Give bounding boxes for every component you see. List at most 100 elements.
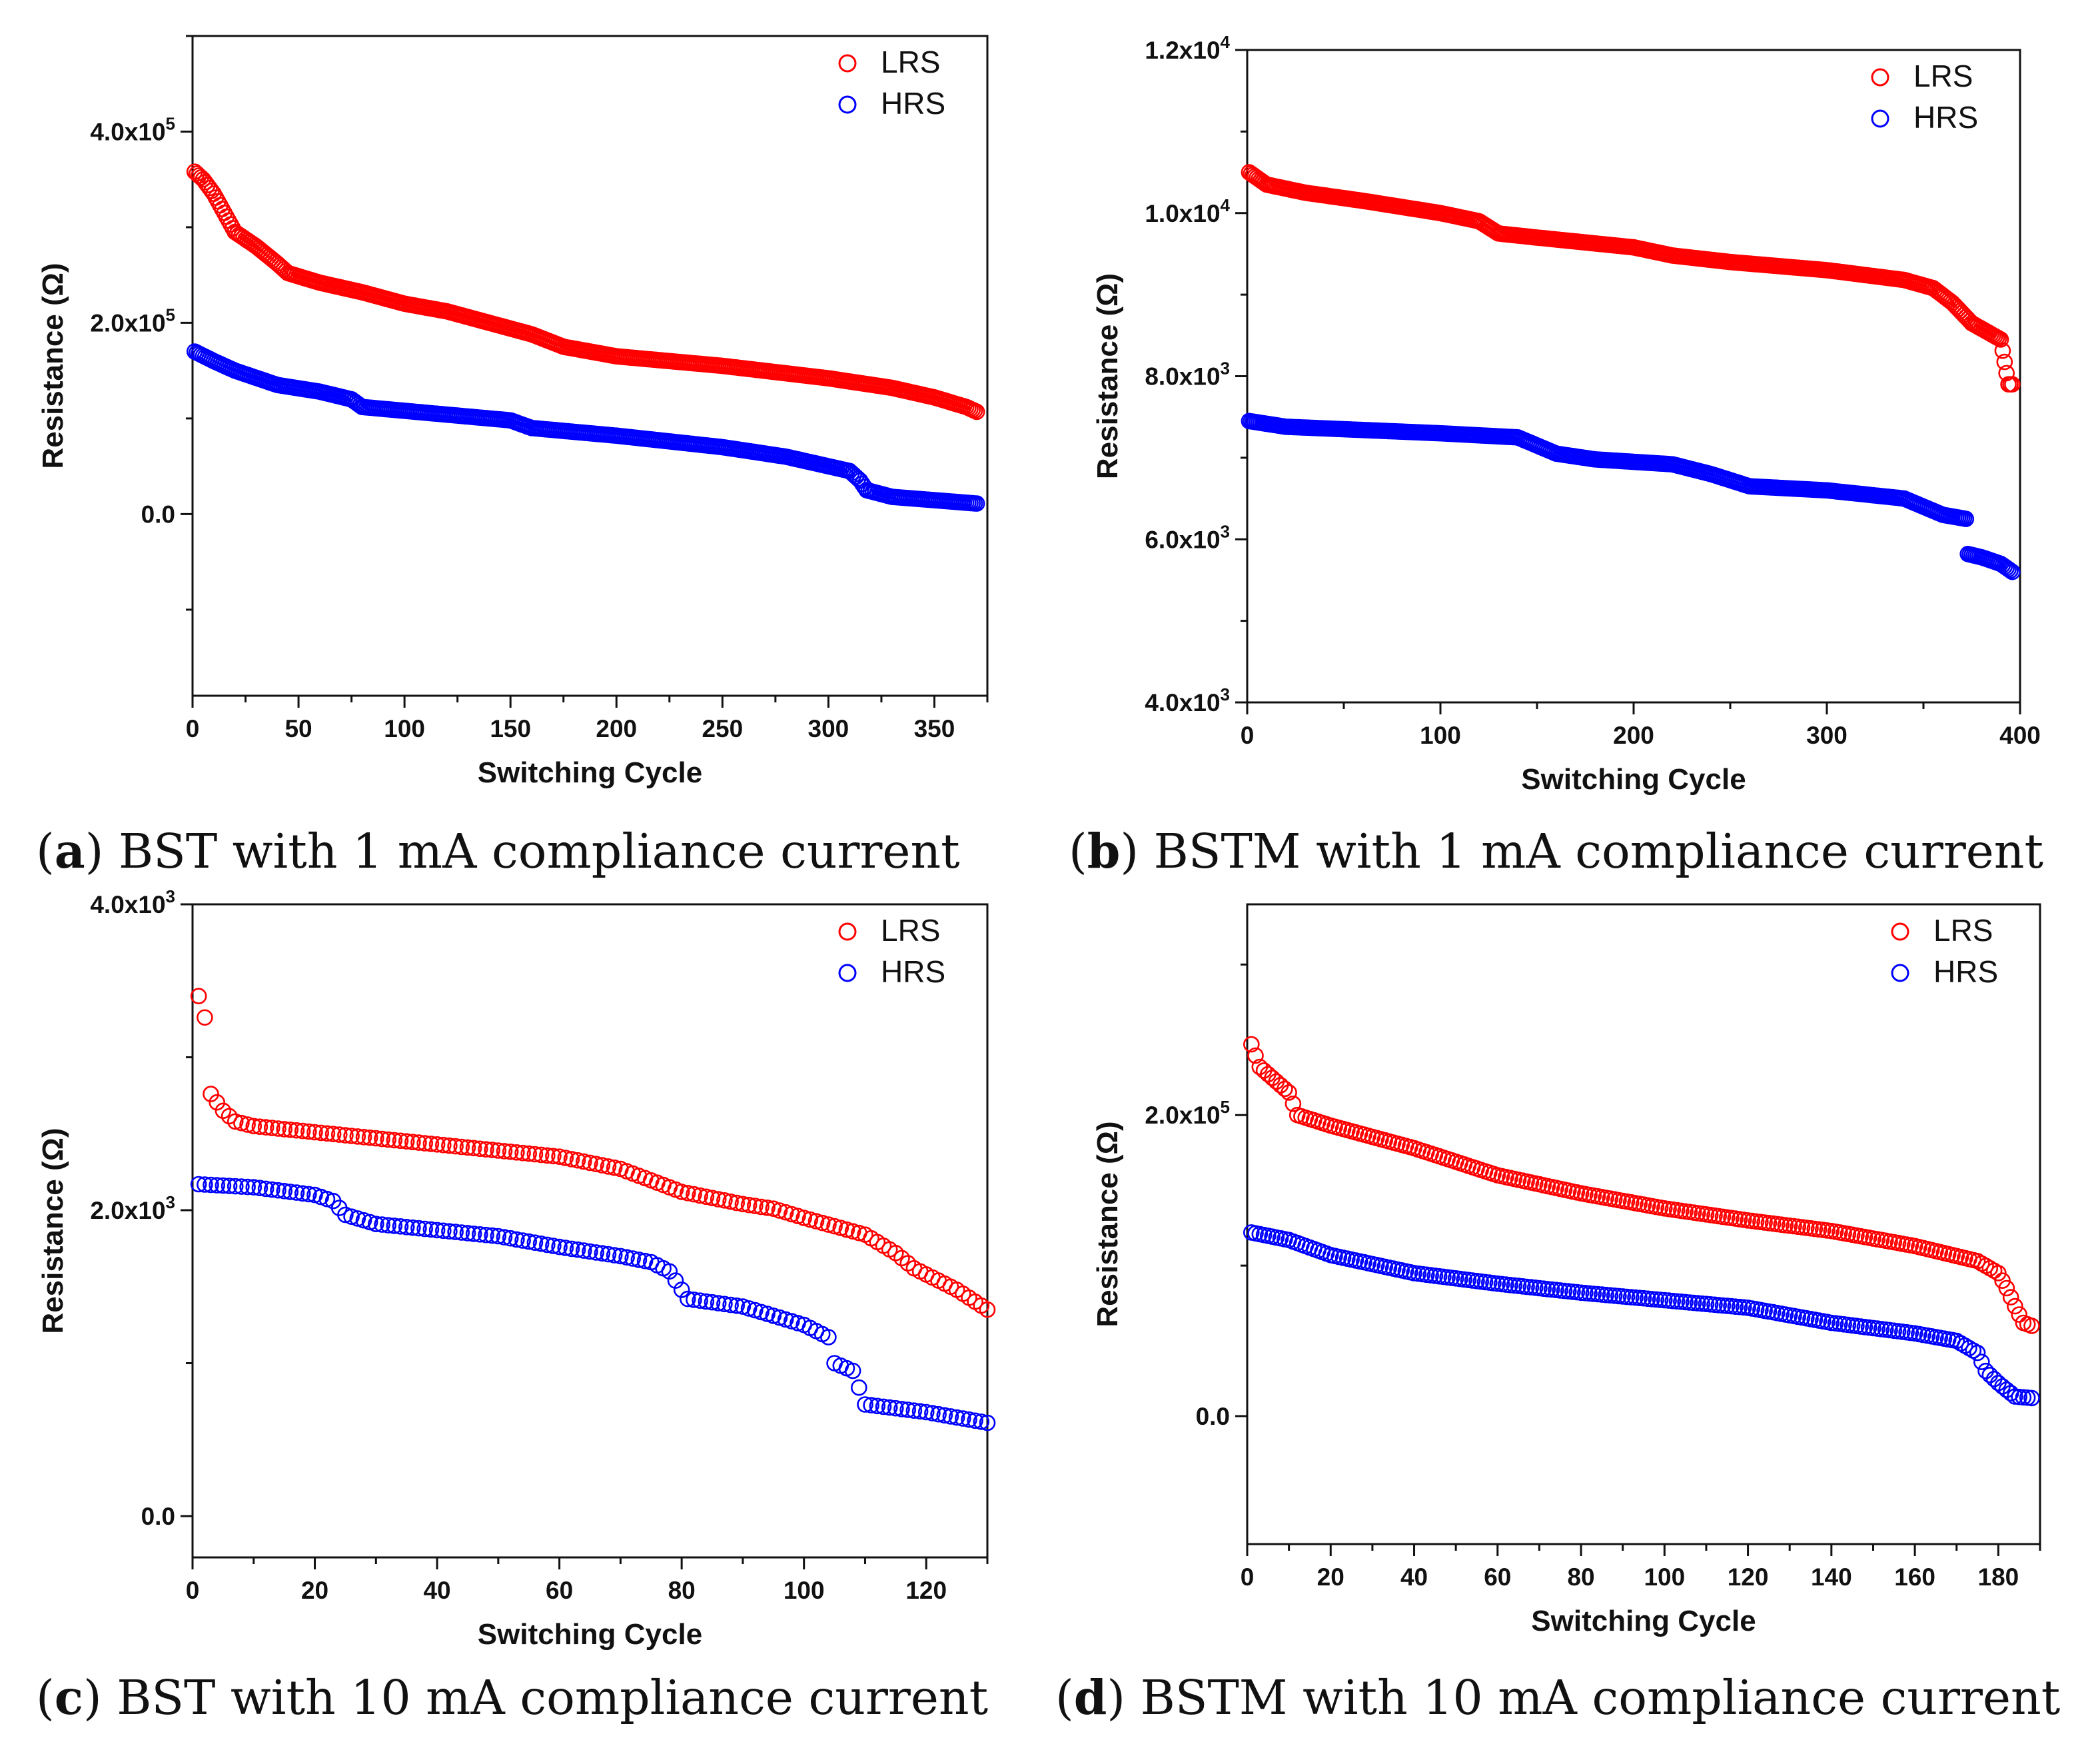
data-point-hrs	[673, 1282, 690, 1298]
data-point-lrs	[270, 1120, 286, 1137]
x-tick-label: 250	[702, 715, 743, 742]
x-tick-label: 60	[546, 1577, 573, 1604]
data-point-lrs	[416, 1135, 434, 1152]
data-point-lrs	[239, 1116, 256, 1133]
data-point-hrs	[416, 1220, 434, 1238]
data-point-hrs	[924, 1405, 941, 1421]
data-point-hrs	[728, 1298, 745, 1314]
data-point-lrs	[588, 1156, 605, 1172]
data-point-hrs	[453, 1224, 470, 1241]
data-point-hrs	[930, 1405, 947, 1423]
data-point-hrs	[380, 1217, 397, 1234]
x-tick-label: 0	[186, 715, 200, 742]
series-hrs	[186, 343, 985, 512]
x-tick-label: 80	[1567, 1563, 1594, 1591]
x-tick-label: 20	[1317, 1563, 1344, 1591]
data-point-hrs	[355, 1212, 372, 1229]
caption-c: (c) BST with 10 mA compliance current	[36, 1669, 989, 1725]
data-point-hrs	[710, 1295, 727, 1312]
data-point-lrs	[704, 1190, 721, 1206]
x-tick-label: 400	[1999, 722, 2041, 749]
data-point-lrs	[490, 1142, 507, 1159]
legend-marker-lrs	[838, 922, 857, 941]
data-point-hrs	[698, 1293, 715, 1310]
data-point-lrs	[514, 1144, 531, 1162]
data-point-hrs	[967, 1412, 983, 1429]
data-point-lrs	[422, 1136, 440, 1152]
data-point-lrs	[538, 1147, 556, 1164]
data-point-lrs	[832, 1220, 849, 1236]
data-point-lrs	[404, 1134, 421, 1150]
x-tick-label: 200	[596, 715, 637, 742]
data-point-lrs	[337, 1127, 354, 1144]
data-point-lrs	[1998, 1280, 2015, 1297]
data-point-lrs	[355, 1129, 372, 1146]
data-point-hrs	[569, 1241, 586, 1258]
data-point-lrs	[312, 1124, 330, 1142]
data-point-lrs	[600, 1158, 617, 1175]
data-point-hrs	[661, 1263, 678, 1280]
data-point-hrs	[716, 1296, 733, 1313]
data-point-hrs	[447, 1224, 464, 1240]
data-point-lrs	[484, 1142, 501, 1158]
data-point-hrs	[251, 1180, 268, 1196]
data-point-lrs	[361, 1129, 378, 1146]
data-point-lrs	[288, 1122, 305, 1139]
data-point-hrs	[459, 1225, 476, 1242]
data-point-lrs	[203, 1086, 219, 1102]
data-point-lrs	[233, 1114, 250, 1132]
data-point-hrs	[392, 1218, 409, 1235]
data-point-hrs	[734, 1298, 752, 1315]
y-axis-label: Resistance (Ω)	[1091, 1121, 1124, 1327]
x-tick-label: 50	[284, 715, 312, 742]
data-point-lrs	[545, 1148, 562, 1165]
y-tick-label: 0.0	[141, 1503, 175, 1530]
data-point-hrs	[582, 1243, 598, 1260]
data-point-lrs	[410, 1134, 427, 1151]
data-point-hrs	[606, 1247, 623, 1264]
data-point-hrs	[961, 1411, 977, 1428]
data-point-lrs	[1992, 331, 2009, 348]
data-point-hrs	[722, 1296, 739, 1313]
data-point-lrs	[324, 1126, 342, 1142]
series-lrs	[190, 988, 996, 1318]
x-axis-label: Switching Cycle	[478, 1618, 702, 1651]
legend-label-lrs: LRS	[881, 45, 940, 79]
data-point-hrs	[490, 1228, 507, 1245]
data-point-lrs	[190, 988, 207, 1004]
data-point-lrs	[1281, 1084, 1297, 1101]
y-axis-label: Resistance (Ω)	[1091, 273, 1124, 479]
data-point-hrs	[911, 1403, 929, 1420]
data-point-hrs	[434, 1222, 452, 1240]
x-tick-label: 60	[1484, 1563, 1511, 1591]
data-point-hrs	[2000, 560, 2017, 578]
data-point-hrs	[404, 1219, 421, 1236]
data-point-hrs	[545, 1238, 562, 1254]
data-point-lrs	[594, 1157, 611, 1174]
data-point-hrs	[502, 1230, 519, 1247]
data-point-hrs	[753, 1304, 770, 1321]
data-point-hrs	[471, 1226, 488, 1243]
data-point-lrs	[1994, 342, 2011, 359]
y-tick-label: 4.0x105	[90, 113, 175, 145]
data-point-lrs	[2004, 376, 2021, 393]
data-point-hrs	[851, 1379, 867, 1396]
plot-frame	[1246, 903, 2041, 1545]
data-point-hrs	[857, 1396, 873, 1413]
data-point-hrs	[294, 1185, 311, 1202]
x-tick-label: 200	[1613, 722, 1654, 749]
data-point-lrs	[686, 1186, 702, 1203]
x-axis-label: Switching Cycle	[1521, 763, 1746, 796]
series-lrs	[1241, 164, 2021, 393]
legend-marker-hrs	[1871, 109, 1889, 128]
series-hrs	[1243, 1224, 2040, 1407]
caption-a: (a) BST with 1 mA compliance current	[36, 823, 960, 879]
data-point-hrs	[239, 1178, 256, 1196]
data-point-lrs	[698, 1188, 715, 1206]
data-point-hrs	[349, 1210, 366, 1227]
x-tick-label: 140	[1811, 1563, 1852, 1591]
data-point-lrs	[502, 1144, 519, 1160]
data-point-lrs	[398, 1133, 415, 1150]
data-point-lrs	[227, 1113, 244, 1130]
x-axis-label: Switching Cycle	[478, 756, 702, 789]
